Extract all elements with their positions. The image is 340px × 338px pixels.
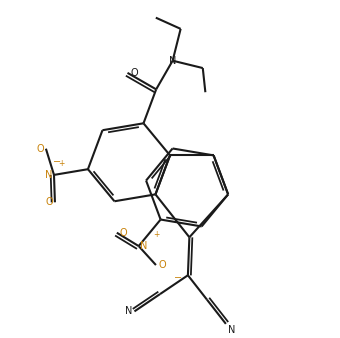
Text: N: N — [169, 56, 176, 66]
Text: N: N — [125, 306, 132, 316]
Text: +: + — [58, 159, 64, 168]
Text: O: O — [46, 197, 53, 207]
Text: −: − — [52, 157, 61, 167]
Text: O: O — [119, 228, 127, 238]
Text: O: O — [158, 260, 166, 270]
Text: N: N — [45, 170, 52, 180]
Text: O: O — [37, 144, 44, 154]
Text: O: O — [130, 68, 138, 78]
Text: N: N — [140, 241, 148, 251]
Text: −: − — [174, 273, 182, 283]
Text: +: + — [154, 231, 160, 240]
Text: N: N — [227, 325, 235, 336]
